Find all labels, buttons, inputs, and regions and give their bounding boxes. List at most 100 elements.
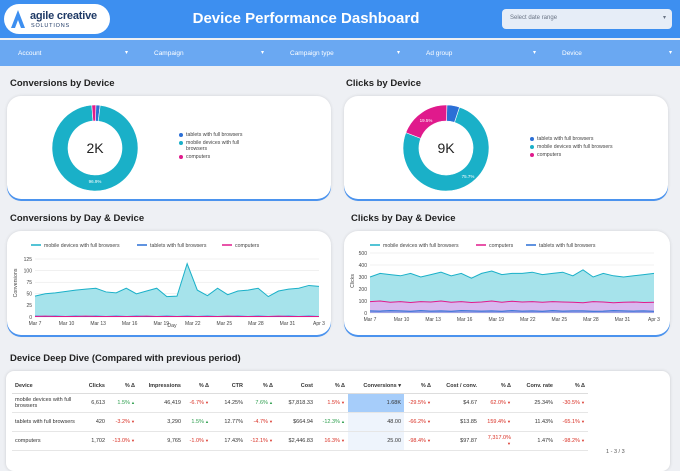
arrow-down-icon: ▼: [130, 438, 135, 443]
y-axis-label: Conversions: [13, 268, 19, 297]
filter-device[interactable]: Device ▾: [554, 40, 680, 66]
table-cell: -98.2% ▼: [556, 432, 588, 451]
table-cell: $13.85: [434, 413, 480, 432]
filter-campaign-type[interactable]: Campaign type ▾: [282, 40, 410, 66]
arrow-down-icon: ▼: [506, 400, 511, 405]
table-cell: 1,702: [78, 432, 108, 451]
col-header-cost-per-conv[interactable]: Cost / conv.: [434, 379, 480, 394]
col-header-ctr[interactable]: CTR: [212, 379, 246, 394]
x-tick-label: Mar 22: [185, 321, 201, 327]
filter-ad-group[interactable]: Ad group ▾: [418, 40, 546, 66]
table-cell: 14.25%: [212, 394, 246, 413]
chevron-down-icon: ▾: [663, 14, 666, 21]
table-cell: 1.5% ▼: [316, 394, 348, 413]
table-cell: 1.5% ▲: [184, 413, 212, 432]
col-header-ctr-delta[interactable]: % Δ: [246, 379, 276, 394]
chevron-down-icon: ▾: [125, 49, 128, 56]
table-cell: -66.2% ▼: [404, 413, 434, 432]
chevron-down-icon: ▾: [669, 49, 672, 56]
donut-center-label: 2K: [86, 140, 104, 156]
y-tick-label: 0: [364, 311, 367, 317]
y-tick-label: 400: [359, 263, 368, 269]
table-cell: 9,765: [138, 432, 184, 451]
legend-dot: [179, 133, 183, 137]
x-tick-label: Mar 19: [488, 317, 504, 323]
table-cell: -30.5% ▼: [556, 394, 588, 413]
conversions-by-device-card: 2K 96.9% tablets with full browsers mobi…: [7, 96, 331, 199]
legend-label: computers: [235, 243, 260, 249]
y-axis-label: Clicks: [350, 274, 356, 288]
arrow-down-icon: ▼: [204, 400, 209, 405]
table-cell: -65.1% ▼: [556, 413, 588, 432]
legend-label: mobile devices with full browsers: [44, 243, 120, 249]
table-cell: 159.4% ▼: [480, 413, 514, 432]
header-bar: agile creative SOLUTIONS Device Performa…: [0, 0, 680, 38]
col-header-conversions[interactable]: Conversions ▾: [348, 379, 404, 394]
table-cell: 7.6% ▲: [246, 394, 276, 413]
table-cell: $664.94: [276, 413, 316, 432]
legend-dot: [530, 137, 534, 141]
date-range-picker[interactable]: Select date range ▾: [502, 9, 672, 29]
table-cell: -3.2% ▼: [108, 413, 138, 432]
col-header-conv-rate[interactable]: Conv. rate: [514, 379, 556, 394]
x-tick-label: Mar 28: [248, 321, 264, 327]
device-deep-dive-table-card: Device Clicks % Δ Impressions % Δ CTR % …: [6, 371, 670, 471]
col-header-clicks[interactable]: Clicks: [78, 379, 108, 394]
arrow-down-icon: ▼: [506, 419, 511, 424]
device-cell: computers: [12, 432, 78, 451]
col-header-impressions[interactable]: Impressions: [138, 379, 184, 394]
date-range-placeholder: Select date range: [510, 15, 557, 21]
col-header-clicks-delta[interactable]: % Δ: [108, 379, 138, 394]
col-header-cost[interactable]: Cost: [276, 379, 316, 394]
table-cell: 25.00: [348, 432, 404, 451]
col-header-conv-rate-delta[interactable]: % Δ: [556, 379, 588, 394]
conversions-donut-legend: tablets with full browsers mobile device…: [179, 132, 250, 162]
filter-label: Campaign: [154, 50, 184, 57]
col-header-impressions-delta[interactable]: % Δ: [184, 379, 212, 394]
brand-a-icon: [10, 9, 26, 29]
legend-label: mobile devices with full browsers: [186, 140, 239, 152]
legend-dot: [179, 155, 183, 159]
section-title-conversions-day: Conversions by Day & Device: [10, 213, 144, 224]
x-tick-label: Mar 25: [217, 321, 233, 327]
legend-item: tablets with full browsers: [530, 136, 613, 142]
filter-bar: Account ▾ Campaign ▾ Campaign type ▾ Ad …: [0, 40, 680, 66]
col-header-device[interactable]: Device: [12, 379, 78, 394]
legend-label: tablets with full browsers: [186, 132, 243, 138]
legend-dot: [530, 153, 534, 157]
filter-label: Device: [562, 50, 582, 57]
filter-campaign[interactable]: Campaign ▾: [146, 40, 274, 66]
col-header-conversions-delta[interactable]: % Δ: [404, 379, 434, 394]
legend-label: mobile devices with full browsers: [537, 144, 613, 150]
x-tick-label: Apr 3: [648, 317, 660, 323]
col-header-cost-per-conv-delta[interactable]: % Δ: [480, 379, 514, 394]
legend-label: tablets with full browsers: [150, 243, 207, 249]
y-tick-label: 100: [359, 299, 368, 305]
arrow-up-icon: ▲: [204, 419, 209, 424]
legend-item: tablets with full browsers: [179, 132, 250, 138]
section-title-clicks-day: Clicks by Day & Device: [351, 213, 456, 224]
x-tick-label: Mar 31: [615, 317, 631, 323]
arrow-down-icon: ▼: [426, 419, 431, 424]
x-tick-label: Mar 22: [520, 317, 536, 323]
table-cell: -12.3% ▲: [316, 413, 348, 432]
conversions-by-day-card: mobile devices with full browsers tablet…: [7, 231, 331, 335]
table-cell: $97.87: [434, 432, 480, 451]
x-tick-label: Mar 31: [280, 321, 296, 327]
filter-label: Ad group: [426, 50, 452, 57]
legend-item: mobile devices with full browsers: [530, 144, 613, 150]
chevron-down-icon: ▾: [533, 49, 536, 56]
x-tick-label: Mar 25: [552, 317, 568, 323]
x-axis-label: Day: [167, 323, 177, 329]
filter-label: Campaign type: [290, 50, 334, 57]
arrow-down-icon: ▼: [507, 441, 511, 446]
legend-item: computers: [530, 152, 613, 158]
legend-label: computers: [537, 152, 561, 158]
arrow-down-icon: ▼: [426, 400, 431, 405]
filter-account[interactable]: Account ▾: [10, 40, 138, 66]
arrow-down-icon: ▼: [580, 419, 585, 424]
x-tick-label: Mar 28: [583, 317, 599, 323]
col-header-cost-delta[interactable]: % Δ: [316, 379, 348, 394]
